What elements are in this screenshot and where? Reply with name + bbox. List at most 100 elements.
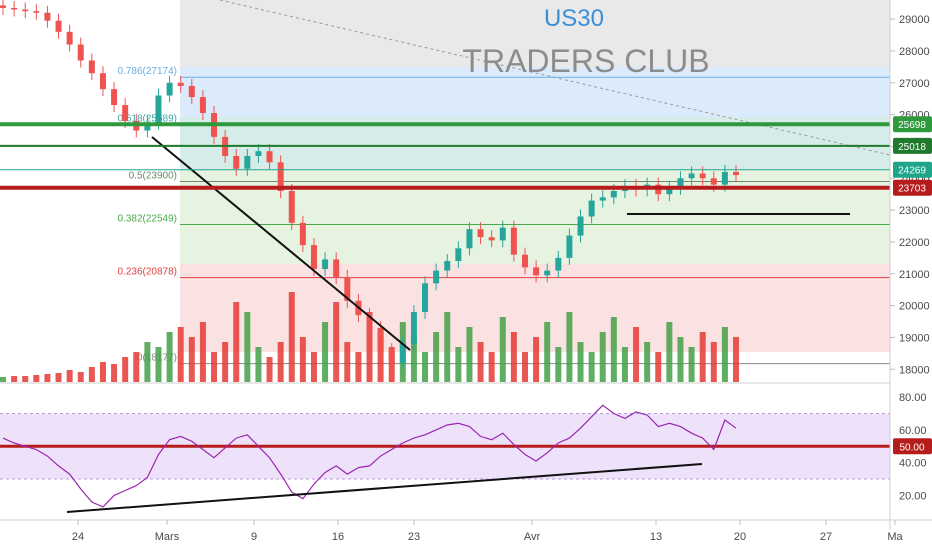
price-level-badge-label: 24269 <box>898 166 926 177</box>
rsi-gridlines <box>0 412 890 480</box>
candle-body <box>688 173 695 179</box>
rsi-tick-label: 20.00 <box>899 490 927 502</box>
price-level-badge-label: 23703 <box>898 184 926 195</box>
volume-bar <box>510 332 517 382</box>
candle-body <box>477 229 484 238</box>
fib-level-label: 0.236(20878) <box>118 267 178 278</box>
candle-body <box>533 267 540 276</box>
volume-bar <box>99 362 106 382</box>
upper-grey-zone <box>180 0 890 67</box>
rsi-tick-label: 40.00 <box>899 458 927 470</box>
candle-body <box>144 122 151 131</box>
volume-bar <box>22 376 29 382</box>
price-level-badge <box>893 116 932 133</box>
pre-range-background <box>0 0 180 382</box>
rsi-tick-label: 60.00 <box>899 425 927 437</box>
volume-bar <box>466 327 473 382</box>
volume-bar <box>699 332 706 382</box>
rsi-level-badge <box>893 438 932 455</box>
watermark-symbol: US30 <box>544 5 604 32</box>
volume-bar <box>233 302 240 382</box>
volume-bar <box>710 342 717 382</box>
candle-body <box>455 248 462 262</box>
candle-body <box>544 270 551 276</box>
volume-bar <box>610 317 617 382</box>
volume-bar <box>166 332 173 382</box>
volume-bar <box>310 352 317 382</box>
volume-bar <box>188 337 195 382</box>
volume-bar <box>499 317 506 382</box>
candle-body <box>710 178 717 185</box>
candle-body <box>122 105 129 121</box>
volume-bar <box>11 376 18 382</box>
time-tick-label: Mars <box>155 531 180 543</box>
candle-body <box>599 197 606 201</box>
candle-body <box>588 200 595 217</box>
candle-body <box>188 85 195 98</box>
candle-body <box>344 276 351 301</box>
time-axis[interactable]: 24 Mars 9 16 23 Avr 13 20 27 Ma <box>72 520 904 543</box>
volume-bar <box>222 342 229 382</box>
candle-body <box>444 261 451 271</box>
time-tick-label: 9 <box>251 531 257 543</box>
time-tick-label: 23 <box>408 531 420 543</box>
candle-body <box>422 283 429 312</box>
volume-bar <box>322 322 329 382</box>
candle-body <box>88 60 95 74</box>
price-tick-label: 23000 <box>899 205 930 217</box>
volume-bar <box>33 375 40 382</box>
candle-body <box>399 343 406 363</box>
candle-body <box>44 12 51 21</box>
fib-level-label: 0.786(27174) <box>118 66 178 77</box>
volume-bar <box>721 327 728 382</box>
candle-body <box>410 311 417 344</box>
price-level-badge <box>893 137 932 154</box>
volume-bar <box>333 302 340 382</box>
rsi-level-badge-label: 50.00 <box>899 442 924 453</box>
volume-bar <box>299 337 306 382</box>
volume-bar <box>344 342 351 382</box>
candle-body <box>610 191 617 198</box>
volume-bar <box>155 347 162 382</box>
volume-bar <box>288 292 295 382</box>
rsi-axis[interactable]: 80.00 60.00 40.00 20.00 50.00 <box>893 392 932 502</box>
candle-body <box>433 270 440 284</box>
volume-bar <box>677 337 684 382</box>
candle-body <box>488 237 495 241</box>
candle-body <box>166 82 173 96</box>
candle-body <box>233 155 240 169</box>
volume-bar <box>621 347 628 382</box>
candle-body <box>466 229 473 249</box>
price-tick-label: 29000 <box>899 14 930 26</box>
candle-body <box>566 235 573 258</box>
candle-body <box>22 9 29 12</box>
time-tick-label: 27 <box>820 531 832 543</box>
price-tick-label: 28000 <box>899 46 930 58</box>
time-tick-label: 24 <box>72 531 84 543</box>
volume-bar <box>422 352 429 382</box>
volume-bar <box>433 332 440 382</box>
volume-bar <box>544 322 551 382</box>
volume-bar <box>88 367 95 382</box>
price-badges: 25698 25018 24269 23703 <box>893 116 932 196</box>
volume-bar <box>655 352 662 382</box>
candle-body <box>66 31 73 45</box>
volume-bar <box>588 352 595 382</box>
price-tick-label: 20000 <box>899 301 930 313</box>
candle-body <box>77 44 84 61</box>
volume-bar <box>177 327 184 382</box>
horizontal-levels <box>0 122 890 190</box>
candle-body <box>721 171 728 185</box>
fib-level-label: 0.382(22549) <box>118 213 178 224</box>
rsi-tick-label: 80.00 <box>899 392 927 404</box>
candle-body <box>155 95 162 123</box>
candle-body <box>266 151 273 163</box>
candle-body <box>99 73 106 90</box>
volume-bar <box>133 352 140 382</box>
volume-bar <box>122 357 129 382</box>
volume-bar <box>577 342 584 382</box>
candle-body <box>388 350 395 363</box>
candle-body <box>299 222 306 246</box>
time-tick-label: Avr <box>524 531 541 543</box>
